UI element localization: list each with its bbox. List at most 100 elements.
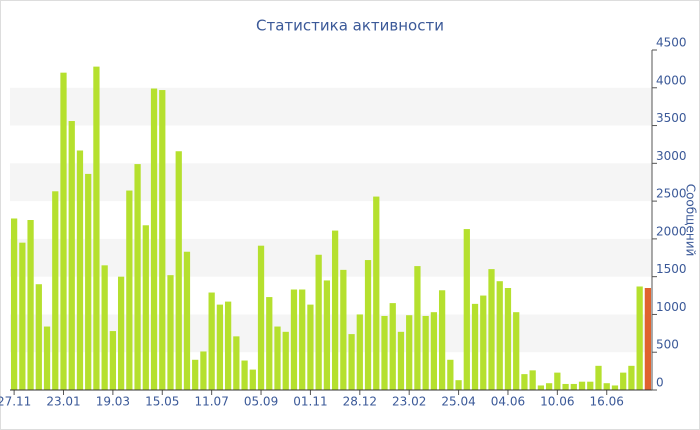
bar <box>529 370 536 390</box>
bar <box>208 292 215 390</box>
bar <box>455 380 462 390</box>
bar <box>159 90 166 391</box>
bar <box>521 374 528 390</box>
y-tick-label: 3500 <box>656 111 687 125</box>
bar <box>224 301 232 390</box>
x-tick-label: 05.09 <box>244 395 278 409</box>
bar <box>438 290 446 390</box>
bar <box>397 331 405 390</box>
bar <box>315 254 322 390</box>
bar <box>249 369 256 390</box>
y-tick-label: 1000 <box>656 300 687 314</box>
bar <box>290 289 298 390</box>
bar <box>603 383 610 390</box>
bar <box>109 331 117 390</box>
bar <box>381 315 388 390</box>
x-tick-label: 16.06 <box>590 395 624 409</box>
y-axis-label: Сообщений <box>684 184 698 257</box>
x-tick-label: 23.02 <box>392 395 426 409</box>
bar <box>537 385 545 390</box>
bar <box>93 66 100 390</box>
bar <box>348 334 355 390</box>
bar <box>27 220 34 390</box>
bar <box>68 121 75 391</box>
y-tick-label: 4500 <box>656 36 687 50</box>
x-tick-label: 19.03 <box>96 395 130 409</box>
bar <box>257 245 265 390</box>
bar <box>167 275 174 390</box>
bar <box>636 286 643 390</box>
grid-band <box>10 163 652 202</box>
bar <box>620 372 627 390</box>
bar <box>117 276 125 390</box>
x-tick-label: 11.07 <box>194 395 228 409</box>
y-tick-label: 0 <box>656 376 664 390</box>
chart-title: Статистика активности <box>256 17 444 35</box>
bar <box>43 326 51 390</box>
bar <box>430 312 438 390</box>
bar <box>35 284 42 390</box>
x-tick-label: 28.12 <box>343 395 377 409</box>
bar <box>266 297 273 390</box>
bar <box>554 372 561 390</box>
bar <box>274 326 281 390</box>
bar <box>134 164 141 390</box>
y-tick-label: 500 <box>656 338 679 352</box>
y-tick-label: 2500 <box>656 187 687 201</box>
bar <box>340 269 347 390</box>
bar <box>447 359 454 390</box>
bar <box>85 173 92 390</box>
bar <box>414 266 421 390</box>
bar <box>496 281 503 390</box>
bar <box>19 242 26 390</box>
bar <box>570 383 577 390</box>
bar <box>463 229 470 390</box>
bar <box>471 303 479 390</box>
y-tick-label: 2000 <box>656 224 687 238</box>
bar <box>76 150 84 390</box>
bar <box>233 336 240 390</box>
bar <box>183 251 191 390</box>
bar <box>611 385 619 390</box>
x-tick-label: 04.06 <box>491 395 525 409</box>
bar <box>142 225 149 390</box>
y-tick-label: 3000 <box>656 149 687 163</box>
grid-band <box>10 238 652 277</box>
bar <box>587 381 594 390</box>
bar <box>644 288 652 390</box>
bar <box>200 351 207 390</box>
bar <box>323 280 331 390</box>
y-tick-label: 4000 <box>656 73 687 87</box>
grid-band <box>10 87 652 126</box>
x-tick-label: 25.04 <box>441 395 475 409</box>
x-tick-label: 01.11 <box>293 395 327 409</box>
bar <box>562 383 569 390</box>
bar <box>150 88 158 391</box>
x-tick-label: 27.11 <box>0 395 31 409</box>
bar <box>241 360 248 390</box>
bar <box>52 191 59 390</box>
bar <box>628 365 635 390</box>
x-tick-label: 10.06 <box>540 395 574 409</box>
bar <box>422 315 429 390</box>
bar <box>488 269 495 390</box>
bar <box>126 190 133 390</box>
bar <box>307 304 314 390</box>
bar <box>192 359 199 390</box>
bar <box>60 72 67 391</box>
bar <box>356 314 363 390</box>
grid-band <box>10 314 652 353</box>
bar <box>578 381 586 390</box>
bar <box>406 315 413 390</box>
bar <box>216 304 224 390</box>
bar <box>545 383 553 390</box>
bar <box>480 295 487 390</box>
bar <box>595 365 602 390</box>
bar <box>101 265 108 390</box>
bar <box>389 303 396 390</box>
bar <box>299 289 306 390</box>
bar <box>373 196 380 390</box>
bar <box>10 218 18 390</box>
x-tick-label: 15.05 <box>145 395 179 409</box>
